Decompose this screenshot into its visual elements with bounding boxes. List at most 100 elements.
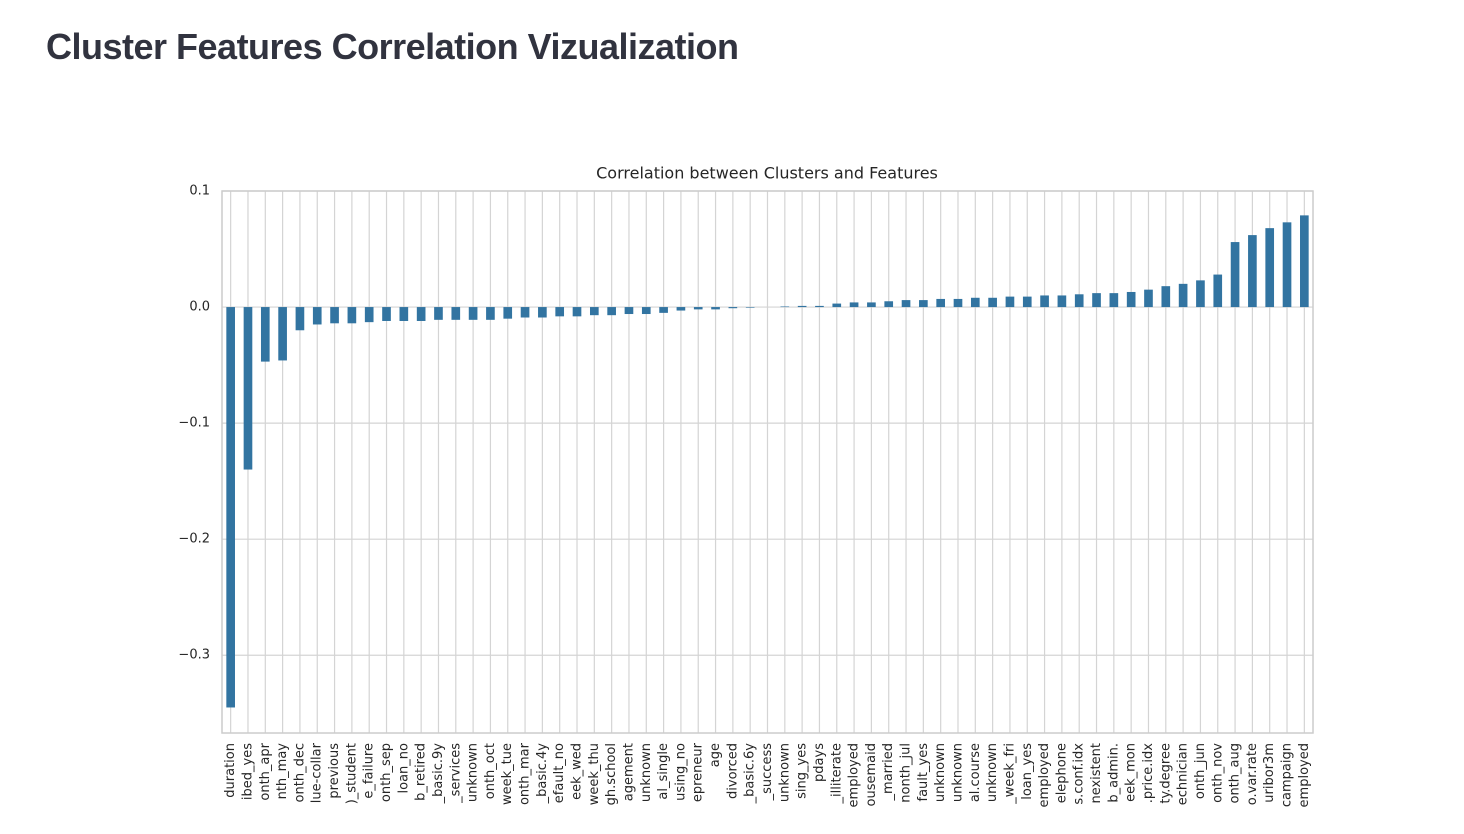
bar (468, 307, 478, 320)
bar (520, 307, 530, 318)
bar (260, 307, 270, 362)
x-tick-label: al_single (656, 743, 671, 800)
bar (815, 305, 824, 308)
x-tick-label: unknown (985, 743, 1000, 802)
bar (416, 307, 426, 321)
x-tick-label: nexistent (1089, 743, 1104, 804)
bar (1300, 215, 1309, 308)
bar (780, 306, 790, 308)
y-tick-label: −0.2 (178, 532, 210, 547)
bar (659, 307, 668, 313)
y-tick-label: −0.1 (178, 416, 210, 431)
x-tick-label: b_retired (414, 743, 429, 801)
x-tick-label: _basic.9y (431, 743, 446, 805)
x-tick-label: campaign (1280, 743, 1295, 807)
x-tick-label: onth_mar (518, 742, 533, 805)
x-tick-label: efault_no (552, 743, 567, 803)
bar (919, 300, 928, 308)
bar (849, 302, 859, 308)
x-tick-label: unknown (466, 743, 481, 802)
bar (832, 303, 842, 308)
x-tick-label: _illiterate (829, 743, 844, 804)
x-tick-label: al.course (968, 743, 983, 802)
x-tick-label: loan_yes (1020, 743, 1035, 800)
x-tick-label: s.conf.idx (1072, 743, 1087, 805)
bar (1161, 286, 1171, 308)
x-tick-label: unknown (933, 743, 948, 802)
x-tick-label: uribor3m (1262, 743, 1277, 803)
bar (1196, 280, 1205, 308)
bar (745, 307, 755, 308)
bar (451, 307, 461, 320)
x-tick-label: nth_may (275, 743, 290, 800)
x-tick-label: duration (223, 743, 238, 798)
bar (676, 307, 686, 311)
bar (347, 307, 357, 324)
bar (1144, 289, 1153, 308)
bar (1178, 283, 1188, 308)
bar (330, 307, 339, 324)
x-tick-label: week_tue (500, 743, 515, 805)
x-tick-label: onth_apr (258, 742, 273, 800)
x-tick-label: onth_dec (292, 743, 307, 802)
x-tick-label: using_no (673, 743, 688, 801)
x-tick-label: o.var.rate (1245, 743, 1260, 805)
bar (226, 307, 235, 708)
x-tick-label: loan_no (396, 743, 411, 794)
x-tick-label: .price.idx (1141, 743, 1156, 803)
x-tick-label: _basic.6y (743, 743, 758, 805)
bar (1248, 235, 1257, 308)
x-tick-label: employed (847, 743, 862, 807)
bar (901, 300, 911, 308)
bar (243, 307, 253, 470)
x-tick-label: week_thu (587, 743, 602, 805)
bar (1005, 296, 1015, 308)
bar (278, 307, 287, 361)
x-tick-label: unknown (777, 743, 792, 802)
x-tick-label: onth_aug (1228, 743, 1243, 804)
x-tick-label: _success (760, 743, 775, 802)
bar (1074, 294, 1084, 308)
x-tick-label: eek_wed (570, 743, 585, 800)
x-tick-label: onth_nov (1210, 743, 1225, 803)
bar (1126, 291, 1136, 308)
x-tick-label: e_failure (362, 743, 377, 799)
bar (607, 307, 616, 316)
bar (1092, 293, 1101, 308)
x-tick-label: epreneur (691, 742, 706, 802)
bar (1265, 228, 1275, 308)
bar (797, 305, 807, 308)
x-tick-label: unknown (950, 743, 965, 802)
x-tick-label: ty.degree (1158, 743, 1173, 804)
x-tick-label: _married (881, 743, 896, 801)
bar (538, 307, 547, 318)
bar (312, 307, 322, 325)
bar (884, 301, 894, 308)
bar (624, 307, 634, 315)
x-tick-label: _basic.4y (535, 743, 550, 805)
bar (1057, 295, 1067, 308)
x-tick-label: nonth_jul (899, 743, 914, 803)
bar (399, 307, 409, 321)
y-tick-label: 0.1 (189, 184, 210, 199)
x-tick-label: _services (448, 743, 463, 804)
x-tick-label: pdays (812, 743, 827, 782)
bar (988, 297, 997, 308)
bar (970, 297, 980, 308)
bar (1040, 295, 1049, 308)
x-tick-label: employed (1297, 743, 1312, 807)
x-tick-label: fault_yes (916, 743, 931, 802)
x-tick-label: eek_mon (1124, 743, 1139, 802)
x-tick-label: ibed_yes (240, 743, 255, 800)
y-tick-label: −0.3 (178, 648, 210, 663)
bar (364, 307, 374, 323)
bar (572, 307, 582, 317)
x-tick-label: age (708, 743, 723, 767)
x-tick-label: lue-collar (310, 742, 325, 803)
bar (1022, 296, 1032, 308)
bar (693, 307, 703, 310)
bar (641, 307, 651, 315)
x-tick-label: sing_yes (795, 743, 810, 799)
chart-title: Correlation between Clusters and Feature… (596, 164, 938, 183)
bar (936, 298, 946, 308)
